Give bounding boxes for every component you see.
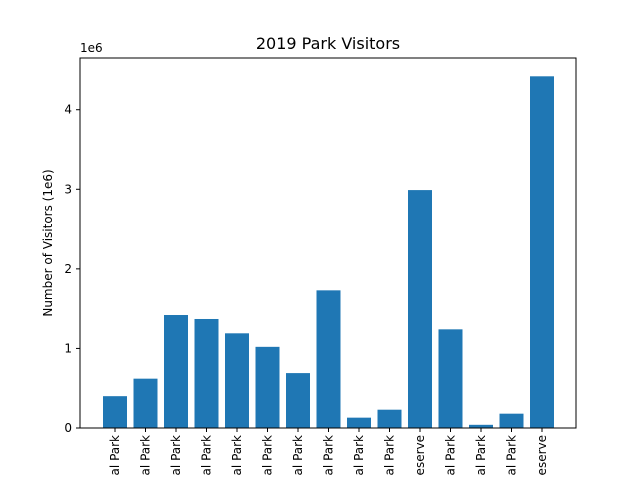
bar-5: [225, 333, 249, 428]
x-tick-label-4: al Park: [200, 435, 214, 475]
y-ticks: 0 1 2 3 4: [64, 103, 80, 435]
x-tick-label-5: al Park: [230, 435, 244, 475]
x-tick-label-15: eserve: [535, 435, 549, 475]
x-tick-label-10: al Park: [383, 435, 397, 475]
bar-7: [286, 373, 310, 428]
bar-13: [469, 424, 493, 428]
bar-1: [103, 396, 127, 428]
x-tick-label-3: al Park: [169, 435, 183, 475]
x-tick-label-1: al Park: [108, 435, 122, 475]
bar-3: [164, 315, 188, 428]
x-tick-label-14: al Park: [505, 435, 519, 475]
x-tick-label-8: al Park: [322, 435, 336, 475]
bar-2: [133, 378, 158, 428]
x-tick-label-6: al Park: [261, 435, 275, 475]
bar-8: [316, 290, 341, 428]
x-tick-label-12: al Park: [444, 435, 458, 475]
y-tick-label-4: 4: [64, 103, 72, 117]
y-axis-label: Number of Visitors (1e6): [41, 169, 55, 316]
x-tick-label-7: al Park: [291, 435, 305, 475]
bar-14: [499, 413, 524, 428]
bars-layer: [103, 76, 554, 429]
bar-10: [377, 409, 402, 428]
bar-9: [347, 417, 371, 428]
x-tick-label-2: al Park: [139, 435, 153, 475]
x-tick-label-9: al Park: [352, 435, 366, 475]
bar-12: [438, 329, 463, 428]
y-tick-label-0: 0: [64, 421, 72, 435]
y-tick-label-2: 2: [64, 262, 72, 276]
x-tick-label-11: eserve: [413, 435, 427, 475]
bar-11: [408, 190, 432, 428]
bar-15: [530, 76, 554, 429]
y-tick-label-1: 1: [64, 341, 72, 355]
y-axis-offset-label: 1e6: [80, 41, 103, 55]
y-tick-label-3: 3: [64, 182, 72, 196]
x-ticks: al Park al Park al Park al Park al Park al Pa…: [108, 428, 549, 475]
bar-4: [194, 318, 219, 428]
bar-6: [255, 346, 280, 428]
x-tick-label-13: al Park: [474, 435, 488, 475]
chart-title: 2019 Park Visitors: [256, 34, 400, 53]
